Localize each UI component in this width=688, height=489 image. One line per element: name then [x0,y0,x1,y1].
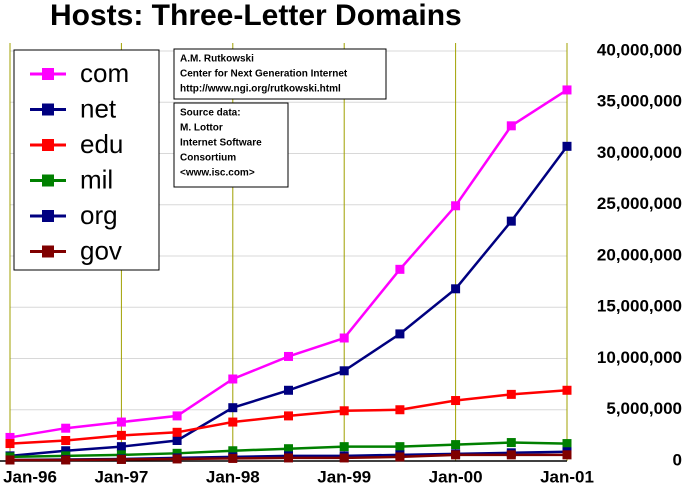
data-point [562,439,572,449]
annotation-box [173,102,289,188]
annotation-text: Center for Next Generation Internet [180,69,348,80]
data-point [228,446,238,456]
legend-marker [42,68,54,80]
data-point [451,450,461,460]
data-point [116,430,126,440]
y-tick-label: 20,000,000 [597,245,682,264]
legend-marker [42,174,54,187]
legend-marker [42,103,54,116]
x-tick-label: Jan-00 [429,467,483,486]
data-point [5,455,15,465]
y-tick-label: 30,000,000 [597,143,682,162]
legend-label: mil [80,164,113,194]
annotation-box [173,48,387,100]
data-point [61,436,71,445]
y-tick-label: 40,000,000 [597,40,682,59]
data-point [5,439,15,449]
legend-label: gov [80,235,122,265]
legend-box [13,49,160,271]
annotation-text: Internet Software [180,138,262,149]
data-point [451,284,461,294]
y-tick-label: 35,000,000 [597,92,682,111]
data-point [451,440,461,450]
data-point [228,403,238,413]
y-tick-label: 15,000,000 [597,297,682,316]
data-point [172,448,182,458]
data-point [61,423,71,433]
data-point [506,121,516,131]
data-point [172,427,182,437]
data-point [228,453,238,463]
legend-label: edu [80,129,123,159]
data-point [339,453,349,463]
data-point [562,450,572,460]
data-point [116,454,126,464]
legend-label: org [80,200,118,230]
data-point [562,85,572,95]
data-point [172,436,182,445]
legend-marker [42,245,54,258]
x-tick-label: Jan-01 [540,467,594,486]
data-point [395,452,405,462]
data-point [284,411,293,421]
y-tick-label: 25,000,000 [597,194,682,213]
annotation-text: M. Lottor [180,123,223,134]
data-point [395,442,405,452]
annotation-text: <www.isc.com> [180,168,255,179]
data-point [228,417,238,427]
x-tick-label: Jan-98 [206,467,260,486]
annotation-text: A.M. Rutkowski [180,54,254,65]
x-tick-label: Jan-97 [94,467,148,486]
data-point [116,442,126,452]
legend-marker [42,210,54,222]
y-tick-label: 10,000,000 [597,348,682,367]
legend-label: net [80,93,117,123]
chart-title: Hosts: Three-Letter Domains [50,0,462,32]
x-tick-label: Jan-96 [3,467,57,486]
annotation-text: http://www.ngi.org/rutkowski.html [180,84,341,95]
data-point [172,411,182,421]
data-point [339,333,349,343]
data-point [339,366,349,376]
legend-marker [42,139,54,151]
data-point [451,201,461,211]
x-tick-label: Jan-99 [317,467,371,486]
y-tick-label: 5,000,000 [606,399,682,418]
annotation-text: Source data: [180,108,241,119]
data-point [395,329,405,339]
data-point [284,385,293,395]
data-point [506,450,516,460]
y-tick-label: 0 [673,450,682,469]
data-point [61,455,71,465]
data-point [284,351,293,361]
data-point [562,385,572,395]
data-point [172,454,182,464]
data-point [61,446,71,456]
data-point [284,444,293,454]
data-point [116,417,126,427]
data-point [506,438,516,448]
data-point [395,405,405,415]
data-point [395,264,405,274]
annotation-text: Consortium [180,153,236,164]
legend-label: com [80,58,129,88]
data-point [339,406,349,416]
data-point [284,453,293,463]
data-point [228,374,238,384]
data-point [506,389,516,399]
data-point [451,396,461,406]
data-point [5,432,15,442]
data-point [562,141,572,151]
data-point [506,216,516,226]
data-point [339,442,349,452]
